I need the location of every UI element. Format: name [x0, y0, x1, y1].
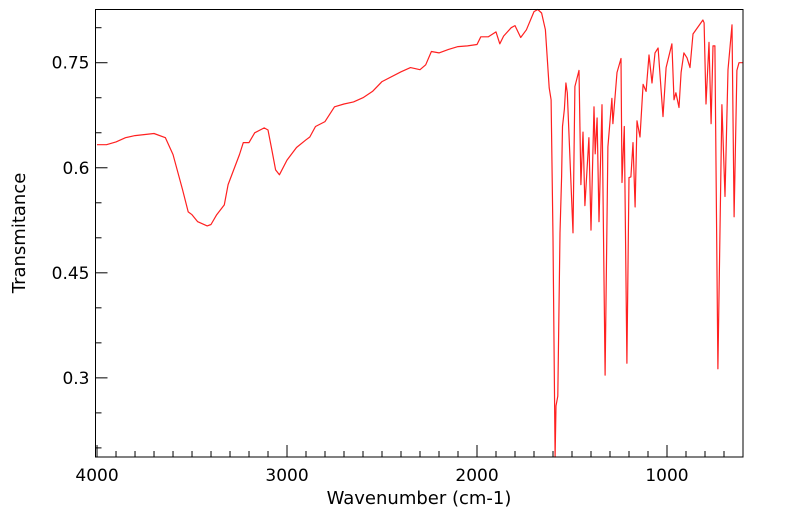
y-axis-label: Transmitance	[9, 173, 30, 295]
spectrum-line	[97, 8, 743, 458]
x-axis-label: Wavenumber (cm-1)	[327, 488, 512, 509]
axis-tick-labels: 4000 3000 2000 1000 0.3 0.45 0.6 0.75	[52, 54, 689, 486]
x-tick-label: 4000	[75, 466, 118, 486]
x-tick-label: 1000	[645, 466, 688, 486]
y-tick-label: 0.75	[52, 54, 90, 74]
y-tick-label: 0.3	[62, 369, 89, 389]
y-tick-label: 0.45	[52, 264, 90, 284]
x-tick-label: 3000	[265, 466, 308, 486]
x-tick-label: 2000	[455, 466, 498, 486]
axis-ticks	[95, 27, 744, 457]
y-tick-label: 0.6	[62, 159, 89, 179]
plot-frame	[95, 9, 744, 458]
